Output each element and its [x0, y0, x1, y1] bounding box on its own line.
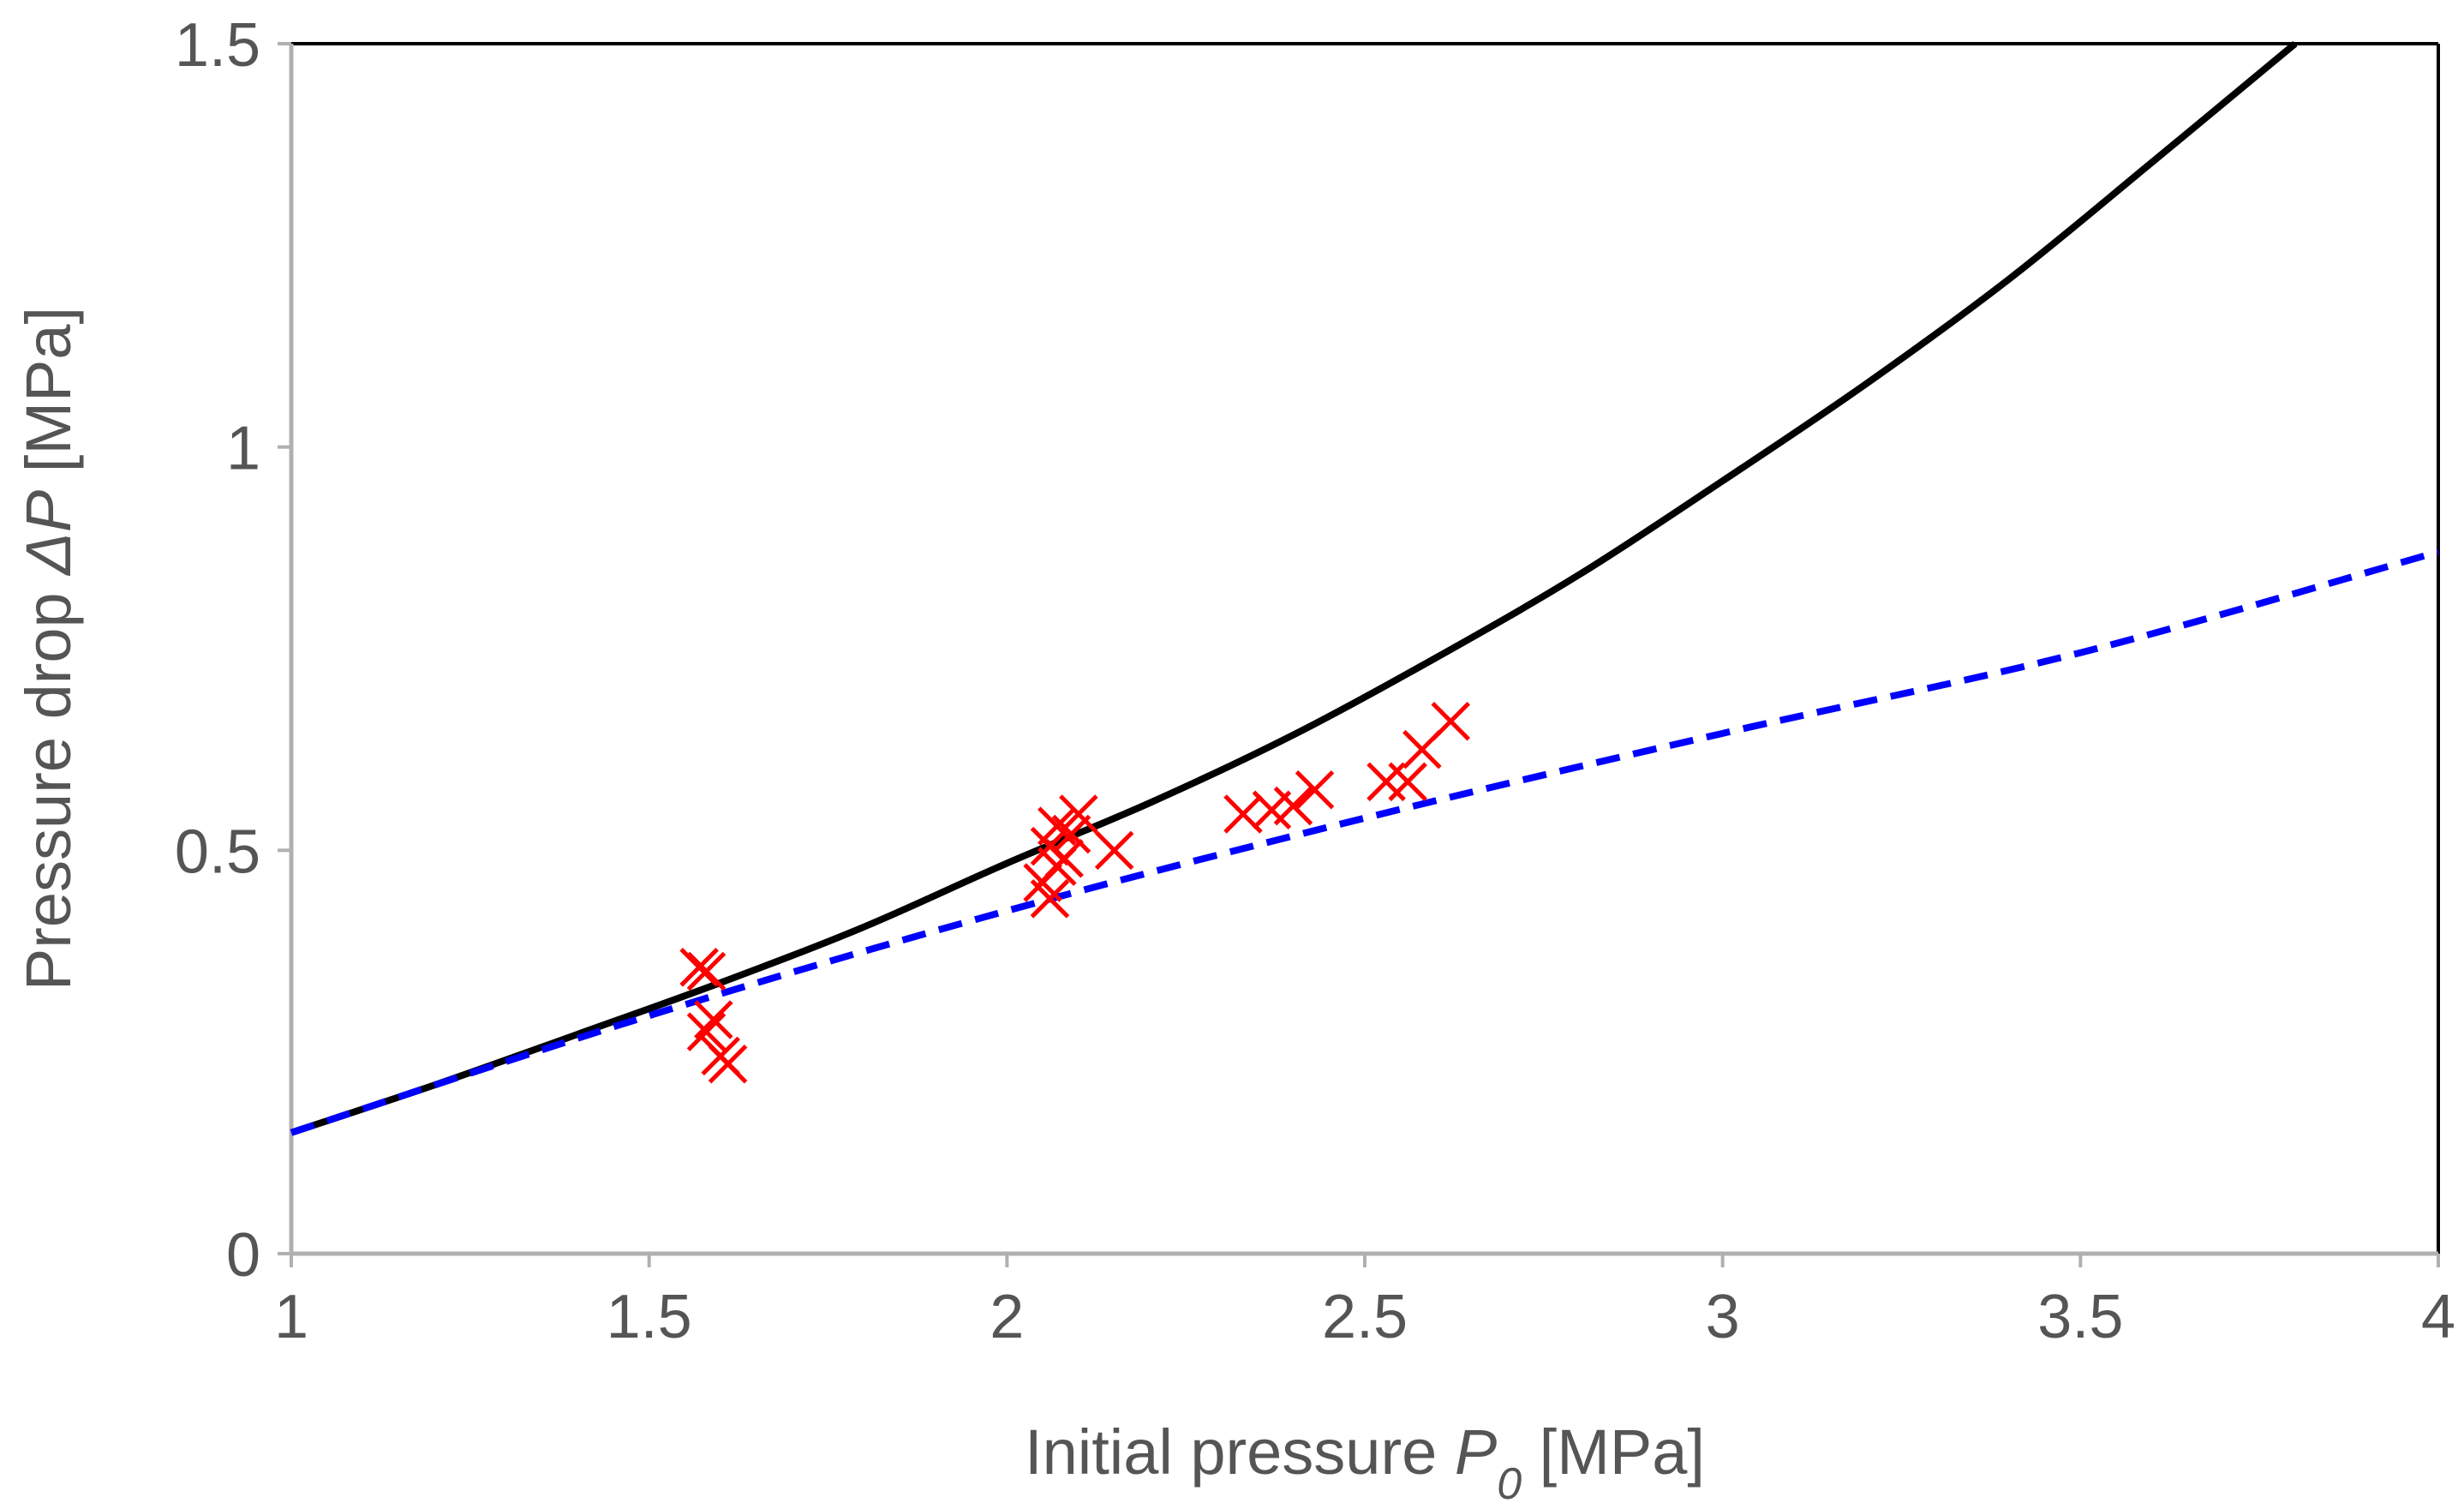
data-point — [1059, 794, 1098, 834]
data-point — [1431, 701, 1471, 741]
data-point — [679, 948, 719, 987]
y-axis-title-symbol: ΔP — [13, 490, 84, 577]
y-tick-label: 0 — [226, 1221, 260, 1290]
y-tick-label: 1.5 — [175, 11, 260, 80]
y-tick-label: 1 — [226, 415, 260, 483]
scatter-markers — [679, 701, 1471, 1084]
x-tick-label: 2.5 — [1322, 1283, 1408, 1351]
data-point — [686, 951, 727, 991]
x-tick-label: 1 — [274, 1283, 308, 1351]
y-axis-title-prefix: Pressure drop — [13, 575, 84, 991]
y-axis-ticks: 0 0.5 1 1.5 — [175, 11, 291, 1290]
data-point — [1295, 769, 1335, 810]
data-point — [1030, 879, 1070, 919]
data-point — [694, 1000, 733, 1039]
series-line-1 — [290, 548, 2440, 1136]
y-axis-title: Pressure drop ΔP [MPa] — [13, 307, 84, 991]
data-point — [1094, 830, 1134, 871]
x-axis-title-subscript: 0 — [1497, 1459, 1522, 1503]
data-point — [686, 1012, 727, 1051]
y-tick-label: 0.5 — [175, 817, 260, 886]
x-tick-label: 2 — [990, 1283, 1024, 1351]
x-axis-title: Initial pressure P0 [MPa] — [1025, 1416, 1705, 1503]
series-line-0 — [290, 40, 2298, 1136]
data-series — [290, 40, 2440, 1136]
data-point — [1388, 762, 1427, 802]
data-point — [1044, 838, 1084, 878]
data-point — [708, 1045, 748, 1084]
x-tick-label: 4 — [2421, 1283, 2455, 1351]
x-axis-title-prefix: Initial pressure — [1025, 1416, 1455, 1488]
data-point — [1273, 786, 1313, 826]
x-axis-title-suffix: [MPa] — [1522, 1416, 1705, 1488]
x-tick-label: 1.5 — [607, 1283, 692, 1351]
data-point — [1051, 814, 1091, 854]
x-tick-label: 3 — [1706, 1283, 1740, 1351]
y-axis-title-suffix: [MPa] — [13, 307, 84, 490]
x-axis-ticks: 1 1.5 2 2.5 3 3.5 4 — [274, 1254, 2455, 1351]
x-axis-title-symbol: P — [1455, 1416, 1497, 1488]
x-tick-label: 3.5 — [2037, 1283, 2123, 1351]
